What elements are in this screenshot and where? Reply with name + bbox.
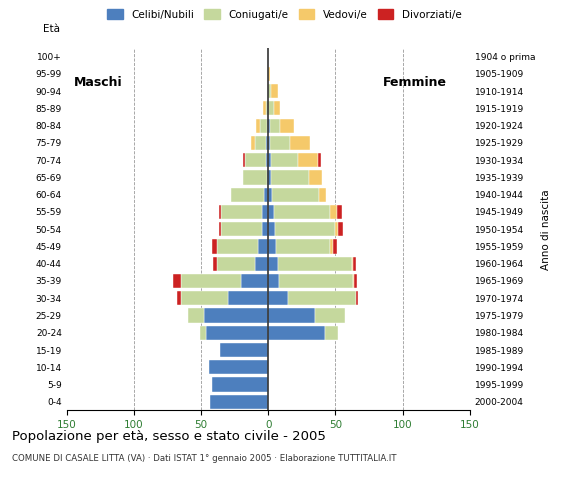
Bar <box>228 291 268 305</box>
Bar <box>263 101 266 116</box>
Bar <box>330 205 337 219</box>
Y-axis label: Anno di nascita: Anno di nascita <box>541 189 551 269</box>
Bar <box>181 274 241 288</box>
Bar <box>268 257 278 271</box>
Bar <box>316 309 345 323</box>
Bar <box>276 240 330 253</box>
Text: Età: Età <box>42 24 60 34</box>
Bar <box>200 325 206 340</box>
Bar <box>264 188 268 202</box>
Bar <box>209 360 268 374</box>
Bar <box>268 101 274 116</box>
Text: Popolazione per età, sesso e stato civile - 2005: Popolazione per età, sesso e stato civil… <box>12 430 325 443</box>
Bar <box>274 101 280 116</box>
Bar <box>268 136 270 150</box>
Bar <box>219 205 221 219</box>
Legend: Celibi/Nubili, Coniugati/e, Vedovi/e, Divorziati/e: Celibi/Nubili, Coniugati/e, Vedovi/e, Di… <box>103 5 466 24</box>
Bar <box>241 274 268 288</box>
Text: Maschi: Maschi <box>74 76 122 89</box>
Bar <box>217 240 258 253</box>
Bar <box>177 291 181 305</box>
Bar <box>278 257 351 271</box>
Bar <box>268 153 271 167</box>
Bar <box>335 222 338 236</box>
Bar <box>268 309 316 323</box>
Bar <box>356 291 358 305</box>
Bar <box>353 274 354 288</box>
Bar <box>220 343 268 357</box>
Bar <box>251 136 255 150</box>
Bar <box>318 153 321 167</box>
Bar <box>262 222 268 236</box>
Bar <box>309 170 322 184</box>
Bar <box>288 291 356 305</box>
Bar <box>255 136 266 150</box>
Bar <box>255 257 268 271</box>
Bar <box>256 119 260 133</box>
Bar <box>271 84 278 98</box>
Bar <box>258 240 268 253</box>
Bar <box>337 205 342 219</box>
Bar <box>217 257 255 271</box>
Bar <box>245 153 266 167</box>
Bar <box>231 188 264 202</box>
Bar <box>279 274 353 288</box>
Bar <box>320 188 326 202</box>
Bar <box>242 153 245 167</box>
Bar <box>266 101 268 116</box>
Bar <box>333 240 337 253</box>
Bar <box>173 274 181 288</box>
Bar <box>188 309 204 323</box>
Bar <box>325 325 338 340</box>
Text: Femmine: Femmine <box>382 76 447 89</box>
Bar <box>290 136 310 150</box>
Bar <box>275 222 335 236</box>
Bar <box>274 205 330 219</box>
Text: COMUNE DI CASALE LITTA (VA) · Dati ISTAT 1° gennaio 2005 · Elaborazione TUTTITAL: COMUNE DI CASALE LITTA (VA) · Dati ISTAT… <box>12 454 396 463</box>
Bar <box>211 395 268 409</box>
Bar <box>338 222 343 236</box>
Bar <box>353 257 356 271</box>
Bar <box>262 205 268 219</box>
Bar <box>219 222 221 236</box>
Bar <box>268 67 270 81</box>
Bar <box>206 325 268 340</box>
Bar <box>268 240 276 253</box>
Bar <box>268 170 271 184</box>
Bar <box>266 153 268 167</box>
Bar <box>268 291 288 305</box>
Bar <box>268 119 270 133</box>
Bar <box>212 240 217 253</box>
Bar <box>330 240 333 253</box>
Bar <box>266 136 268 150</box>
Bar <box>221 222 262 236</box>
Bar <box>181 291 228 305</box>
Bar <box>271 153 298 167</box>
Bar <box>213 257 217 271</box>
Bar <box>260 119 267 133</box>
Bar <box>270 136 290 150</box>
Bar <box>268 325 325 340</box>
Bar <box>268 205 274 219</box>
Bar <box>268 84 271 98</box>
Bar <box>280 119 294 133</box>
Bar <box>212 377 268 392</box>
Bar <box>204 309 268 323</box>
Bar <box>267 119 268 133</box>
Bar <box>298 153 318 167</box>
Bar <box>271 170 309 184</box>
Bar <box>268 274 279 288</box>
Bar <box>221 205 262 219</box>
Bar <box>268 188 272 202</box>
Bar <box>272 188 320 202</box>
Bar <box>267 170 268 184</box>
Bar <box>354 274 357 288</box>
Bar <box>268 222 275 236</box>
Bar <box>270 119 280 133</box>
Bar <box>242 170 267 184</box>
Bar <box>351 257 353 271</box>
